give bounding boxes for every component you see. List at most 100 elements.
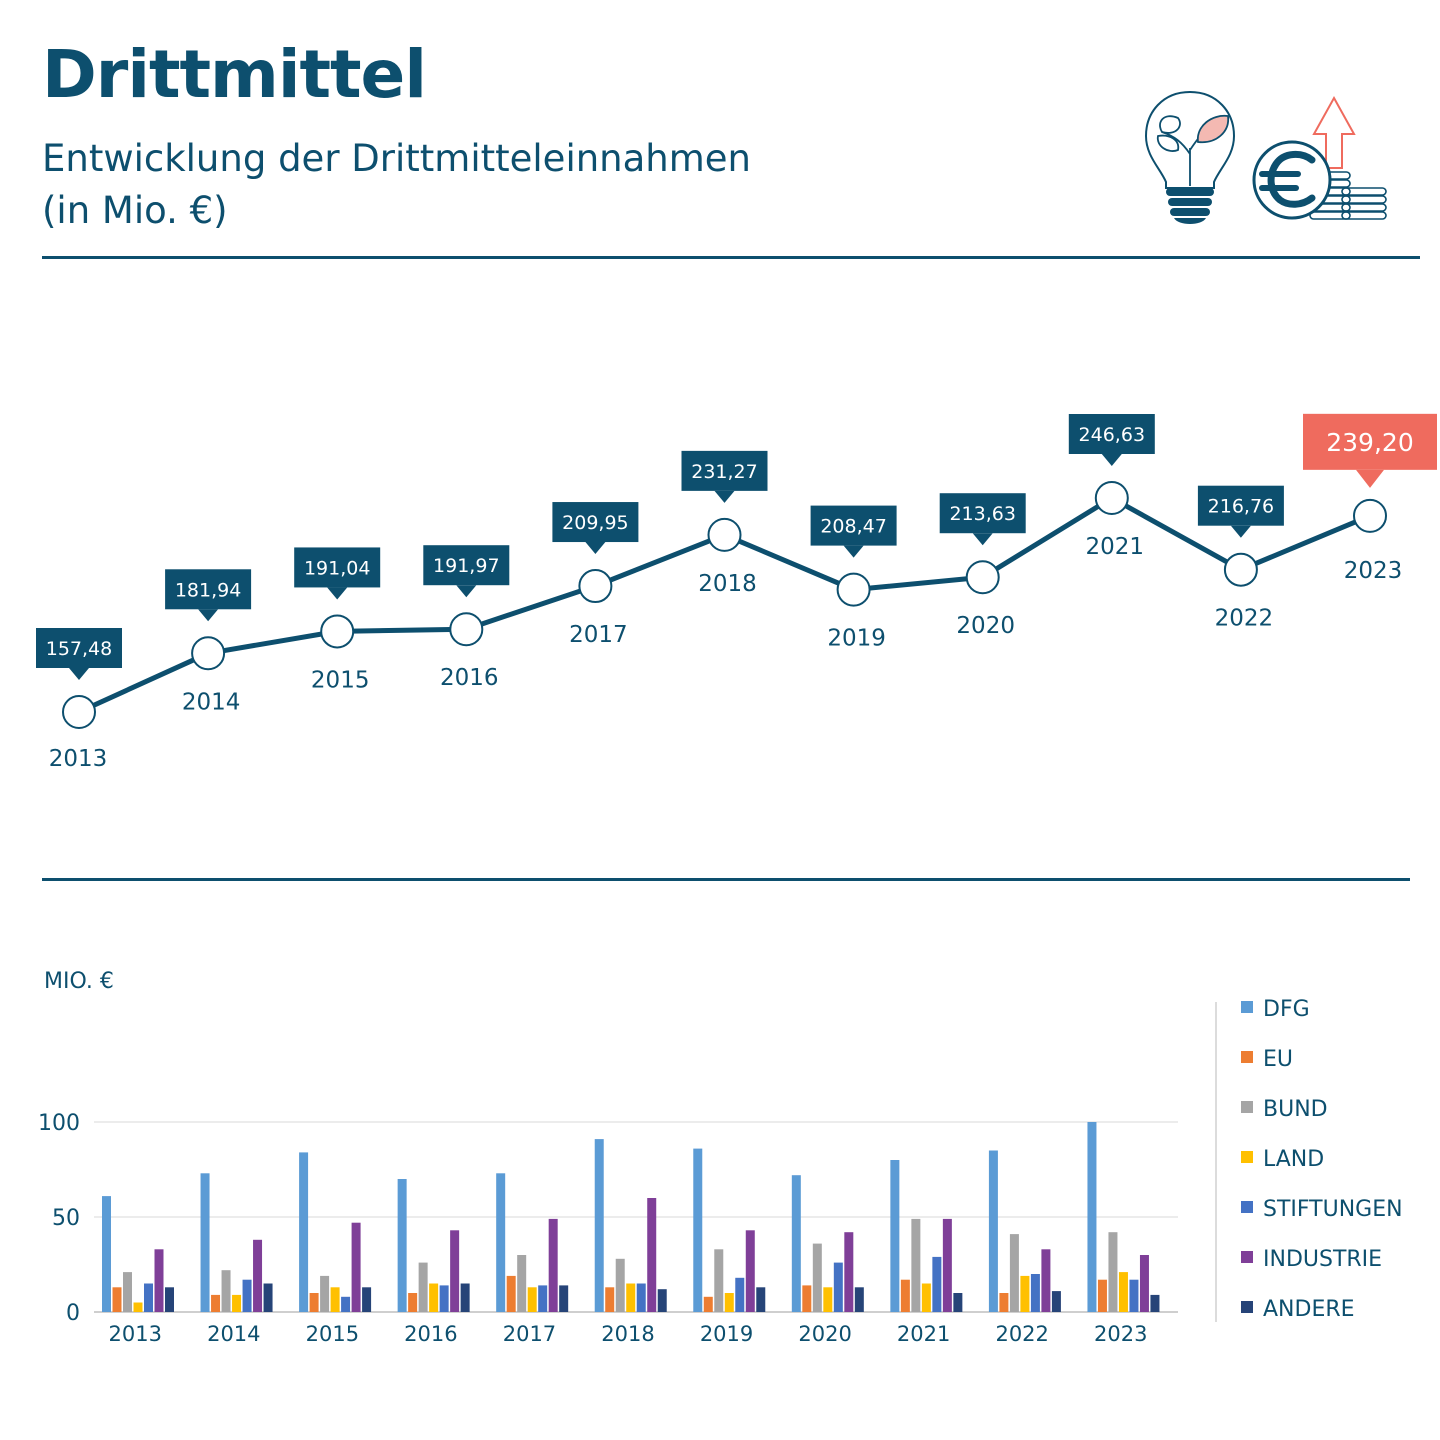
x-tick-label: 2022 <box>995 1322 1048 1346</box>
bar-bund <box>517 1255 527 1312</box>
legend-swatch <box>1241 1101 1253 1113</box>
y-tick-label: 100 <box>38 1111 80 1136</box>
legend-label: ANDERE <box>1263 1297 1355 1322</box>
data-point <box>707 517 742 552</box>
bar-eu <box>309 1293 319 1312</box>
bar-andere <box>756 1287 766 1312</box>
bar-industrie <box>844 1232 854 1312</box>
data-label-box <box>681 450 768 491</box>
bar-land <box>133 1302 143 1312</box>
bar-stiftungen <box>242 1279 252 1312</box>
bar-land <box>330 1287 340 1312</box>
data-label: 246,63 <box>1079 424 1145 446</box>
legend-swatch <box>1241 1201 1253 1213</box>
legend-swatch <box>1241 1151 1253 1163</box>
bar-land <box>1020 1275 1030 1312</box>
bar-eu <box>506 1275 516 1312</box>
data-point <box>1223 552 1258 587</box>
y-tick-label: 0 <box>66 1301 80 1326</box>
line-chart: 157,48 2013 181,94 2014 191,04 2015 191,97 2016… <box>36 413 1437 772</box>
bar-andere <box>362 1287 372 1312</box>
bar-bund <box>320 1275 330 1312</box>
x-tick-label: 2015 <box>311 667 370 693</box>
bar-andere <box>165 1287 174 1312</box>
legend-label: STIFTUNGEN <box>1263 1197 1403 1222</box>
data-label-pointer <box>1356 469 1384 488</box>
page-subtitle: Entwicklung der Drittmitteleinnahmen (in… <box>42 133 942 237</box>
data-point <box>1353 498 1387 533</box>
x-tick-label: 2017 <box>503 1322 556 1346</box>
legend-label: LAND <box>1263 1147 1324 1172</box>
x-tick-label: 2014 <box>182 689 241 715</box>
bar-dfg <box>102 1196 111 1312</box>
data-label-pointer <box>1101 454 1122 466</box>
bar-eu <box>1097 1279 1107 1312</box>
bar-stiftungen <box>1030 1274 1040 1312</box>
bar-eu <box>999 1293 1009 1312</box>
data-label: 208,47 <box>820 516 886 538</box>
bar-bund <box>221 1270 231 1312</box>
bar-dfg <box>890 1160 900 1312</box>
data-label-pointer <box>198 609 219 622</box>
x-tick-label: 2017 <box>569 622 628 648</box>
data-label: 213,63 <box>949 503 1015 525</box>
x-tick-label: 2015 <box>306 1322 359 1346</box>
data-label-pointer <box>843 545 864 558</box>
bar-dfg <box>496 1173 506 1312</box>
data-point <box>1094 481 1129 515</box>
x-tick-label: 2020 <box>956 613 1015 639</box>
legend-label: BUND <box>1263 1097 1328 1122</box>
bar-dfg <box>1087 1122 1097 1312</box>
data-label: 157,48 <box>46 638 112 660</box>
x-tick-label: 2018 <box>698 571 757 597</box>
data-point <box>320 614 355 649</box>
x-tick-label: 2016 <box>440 665 499 691</box>
middle-divider <box>42 878 1410 881</box>
bar-land <box>527 1287 537 1312</box>
bar-stiftungen <box>932 1256 942 1312</box>
data-label: 209,95 <box>562 512 628 534</box>
bar-andere <box>460 1283 470 1312</box>
x-tick-label: 2023 <box>1344 558 1403 584</box>
bar-andere <box>657 1289 667 1312</box>
bar-land <box>626 1283 636 1312</box>
data-point <box>62 695 96 729</box>
bar-industrie <box>647 1198 657 1312</box>
bar-land <box>921 1283 931 1312</box>
data-point <box>836 572 871 607</box>
x-tick-label: 2022 <box>1215 606 1274 632</box>
data-label-box <box>294 547 381 588</box>
bar-dfg <box>200 1173 210 1312</box>
bar-land <box>429 1283 439 1312</box>
bar-andere <box>1051 1291 1061 1312</box>
data-label: 239,20 <box>1326 428 1413 457</box>
x-tick-label: 2023 <box>1094 1322 1147 1346</box>
data-label-box <box>36 628 122 668</box>
bar-andere <box>263 1283 273 1312</box>
data-point <box>449 612 484 647</box>
bar-stiftungen <box>341 1296 351 1312</box>
legend-label: DFG <box>1263 997 1310 1022</box>
bar-eu <box>112 1287 122 1312</box>
top-divider <box>42 256 1420 259</box>
data-label-pointer <box>69 668 89 680</box>
bar-industrie <box>450 1230 460 1312</box>
data-label-box <box>165 569 252 610</box>
bar-stiftungen <box>439 1285 449 1312</box>
bar-industrie <box>1139 1255 1149 1312</box>
data-point <box>965 560 1000 595</box>
x-tick-label: 2018 <box>601 1322 654 1346</box>
bar-dfg <box>594 1139 604 1312</box>
bar-eu <box>900 1279 910 1312</box>
y-axis-title: MIO. € <box>44 969 114 994</box>
bar-industrie <box>942 1218 952 1312</box>
bar-bund <box>123 1272 132 1312</box>
data-label-box <box>423 545 510 586</box>
lightbulb-plant-icon <box>1144 90 1387 224</box>
data-label-box <box>939 493 1026 534</box>
bar-land <box>1118 1272 1128 1312</box>
bar-land <box>823 1287 833 1312</box>
x-tick-label: 2021 <box>1086 534 1145 560</box>
data-label-box <box>1303 413 1437 470</box>
